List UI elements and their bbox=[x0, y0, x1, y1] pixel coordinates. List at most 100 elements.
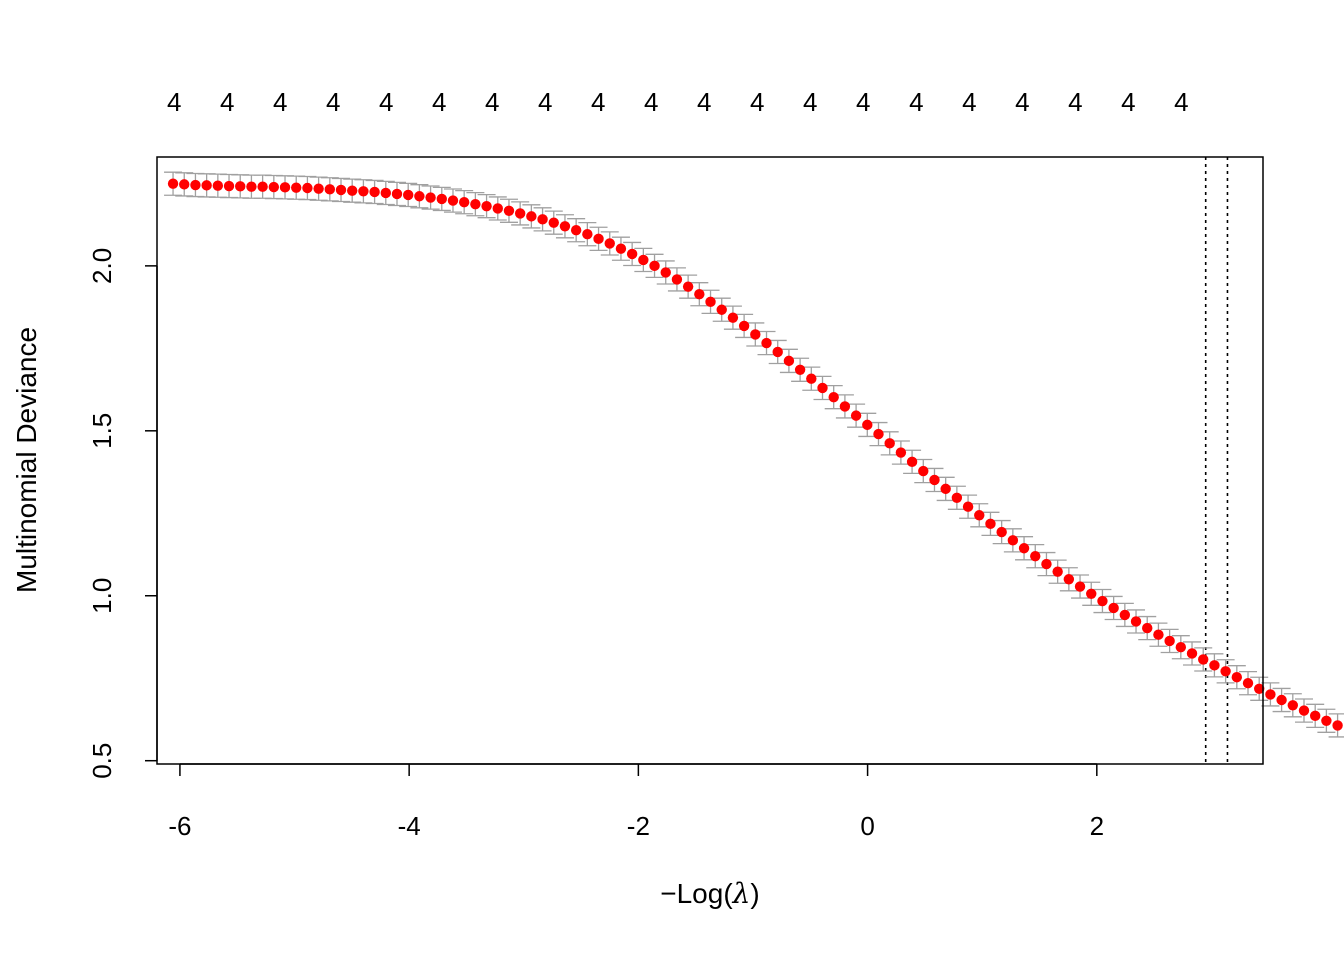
top-count-label: 4 bbox=[750, 87, 764, 117]
x-tick-label: 0 bbox=[860, 811, 874, 841]
data-point bbox=[974, 510, 985, 521]
data-point bbox=[235, 181, 246, 192]
top-count-label: 4 bbox=[856, 87, 870, 117]
data-point bbox=[537, 214, 548, 225]
data-point bbox=[772, 346, 783, 358]
data-point bbox=[1209, 660, 1220, 671]
top-count-label: 4 bbox=[1121, 87, 1135, 117]
data-point bbox=[391, 188, 403, 200]
data-point bbox=[1119, 609, 1131, 621]
data-point bbox=[951, 492, 963, 503]
data-point bbox=[638, 254, 649, 266]
data-point bbox=[873, 428, 884, 440]
data-point bbox=[862, 419, 873, 431]
top-count-label: 4 bbox=[697, 87, 711, 117]
y-axis: 0.5 1.0 1.5 2.0 bbox=[87, 248, 158, 779]
top-count-label: 4 bbox=[379, 87, 393, 117]
x-axis: -6 -4 -2 0 2 bbox=[168, 763, 1104, 841]
data-point bbox=[1063, 574, 1075, 585]
data-point bbox=[1142, 622, 1153, 634]
data-point bbox=[626, 248, 638, 260]
data-point bbox=[212, 180, 224, 191]
data-point bbox=[817, 382, 828, 394]
data-point bbox=[1018, 543, 1030, 554]
data-point bbox=[727, 312, 739, 323]
data-point bbox=[559, 221, 571, 232]
data-point bbox=[1052, 566, 1063, 577]
top-count-label: 4 bbox=[591, 87, 605, 117]
data-point bbox=[895, 447, 907, 458]
data-point bbox=[1164, 635, 1175, 647]
data-point bbox=[985, 518, 996, 530]
data-point bbox=[335, 184, 347, 196]
data-point bbox=[1041, 558, 1052, 570]
data-point bbox=[436, 193, 447, 205]
data-point bbox=[929, 474, 940, 486]
data-point bbox=[1074, 581, 1086, 592]
data-point bbox=[291, 182, 302, 193]
x-axis-title: −Log(λ) bbox=[660, 877, 759, 910]
data-point bbox=[738, 320, 750, 332]
top-count-label: 4 bbox=[167, 87, 181, 117]
data-point bbox=[593, 233, 604, 245]
data-point bbox=[313, 183, 324, 194]
data-point bbox=[481, 200, 492, 212]
data-point bbox=[1108, 602, 1119, 614]
y-tick-label: 0.5 bbox=[87, 743, 117, 779]
data-point bbox=[347, 185, 358, 196]
data-point bbox=[268, 181, 280, 193]
data-point bbox=[660, 267, 671, 278]
data-point bbox=[402, 189, 414, 201]
y-tick-label: 1.5 bbox=[87, 413, 117, 449]
data-point bbox=[246, 181, 257, 192]
top-count-label: 4 bbox=[803, 87, 817, 117]
data-point bbox=[839, 401, 851, 412]
top-count-label: 4 bbox=[1068, 87, 1082, 117]
data-point bbox=[358, 186, 369, 197]
top-count-label: 4 bbox=[1174, 87, 1188, 117]
data-point bbox=[1332, 720, 1343, 731]
data-point bbox=[1287, 700, 1298, 711]
data-point bbox=[750, 329, 761, 340]
data-point bbox=[1231, 672, 1243, 683]
data-point bbox=[1130, 616, 1142, 627]
data-point bbox=[1086, 588, 1097, 599]
data-point bbox=[962, 501, 974, 512]
top-count-label: 4 bbox=[538, 87, 552, 117]
data-point bbox=[694, 289, 705, 300]
data-point bbox=[190, 179, 201, 191]
data-point bbox=[1242, 677, 1254, 689]
error-bars bbox=[164, 171, 1344, 738]
data-point bbox=[179, 179, 190, 190]
data-point bbox=[447, 195, 459, 206]
data-point bbox=[1254, 683, 1265, 694]
data-point bbox=[884, 438, 895, 449]
data-point bbox=[414, 191, 425, 202]
data-point bbox=[257, 181, 268, 192]
data-point bbox=[783, 355, 795, 367]
data-point bbox=[514, 208, 526, 219]
top-count-label: 4 bbox=[432, 87, 446, 117]
y-tick-label: 1.0 bbox=[87, 578, 117, 614]
top-count-label: 4 bbox=[644, 87, 658, 117]
data-point bbox=[1153, 629, 1164, 640]
data-point bbox=[1265, 689, 1276, 700]
data-point bbox=[380, 187, 391, 199]
top-count-label: 4 bbox=[962, 87, 976, 117]
data-point bbox=[604, 238, 615, 249]
data-point bbox=[570, 225, 582, 236]
data-point bbox=[167, 178, 179, 189]
data-point bbox=[302, 182, 313, 194]
data-point bbox=[906, 456, 918, 468]
data-point bbox=[918, 465, 929, 477]
data-points bbox=[167, 178, 1343, 731]
data-point bbox=[996, 526, 1007, 538]
data-point bbox=[716, 304, 727, 315]
plot-frame bbox=[156, 156, 1264, 765]
top-count-label: 4 bbox=[485, 87, 499, 117]
data-point bbox=[850, 410, 862, 421]
data-point bbox=[1186, 648, 1198, 659]
y-tick-label: 2.0 bbox=[87, 248, 117, 284]
data-point bbox=[1309, 710, 1321, 722]
x-tick-label: 2 bbox=[1090, 811, 1104, 841]
